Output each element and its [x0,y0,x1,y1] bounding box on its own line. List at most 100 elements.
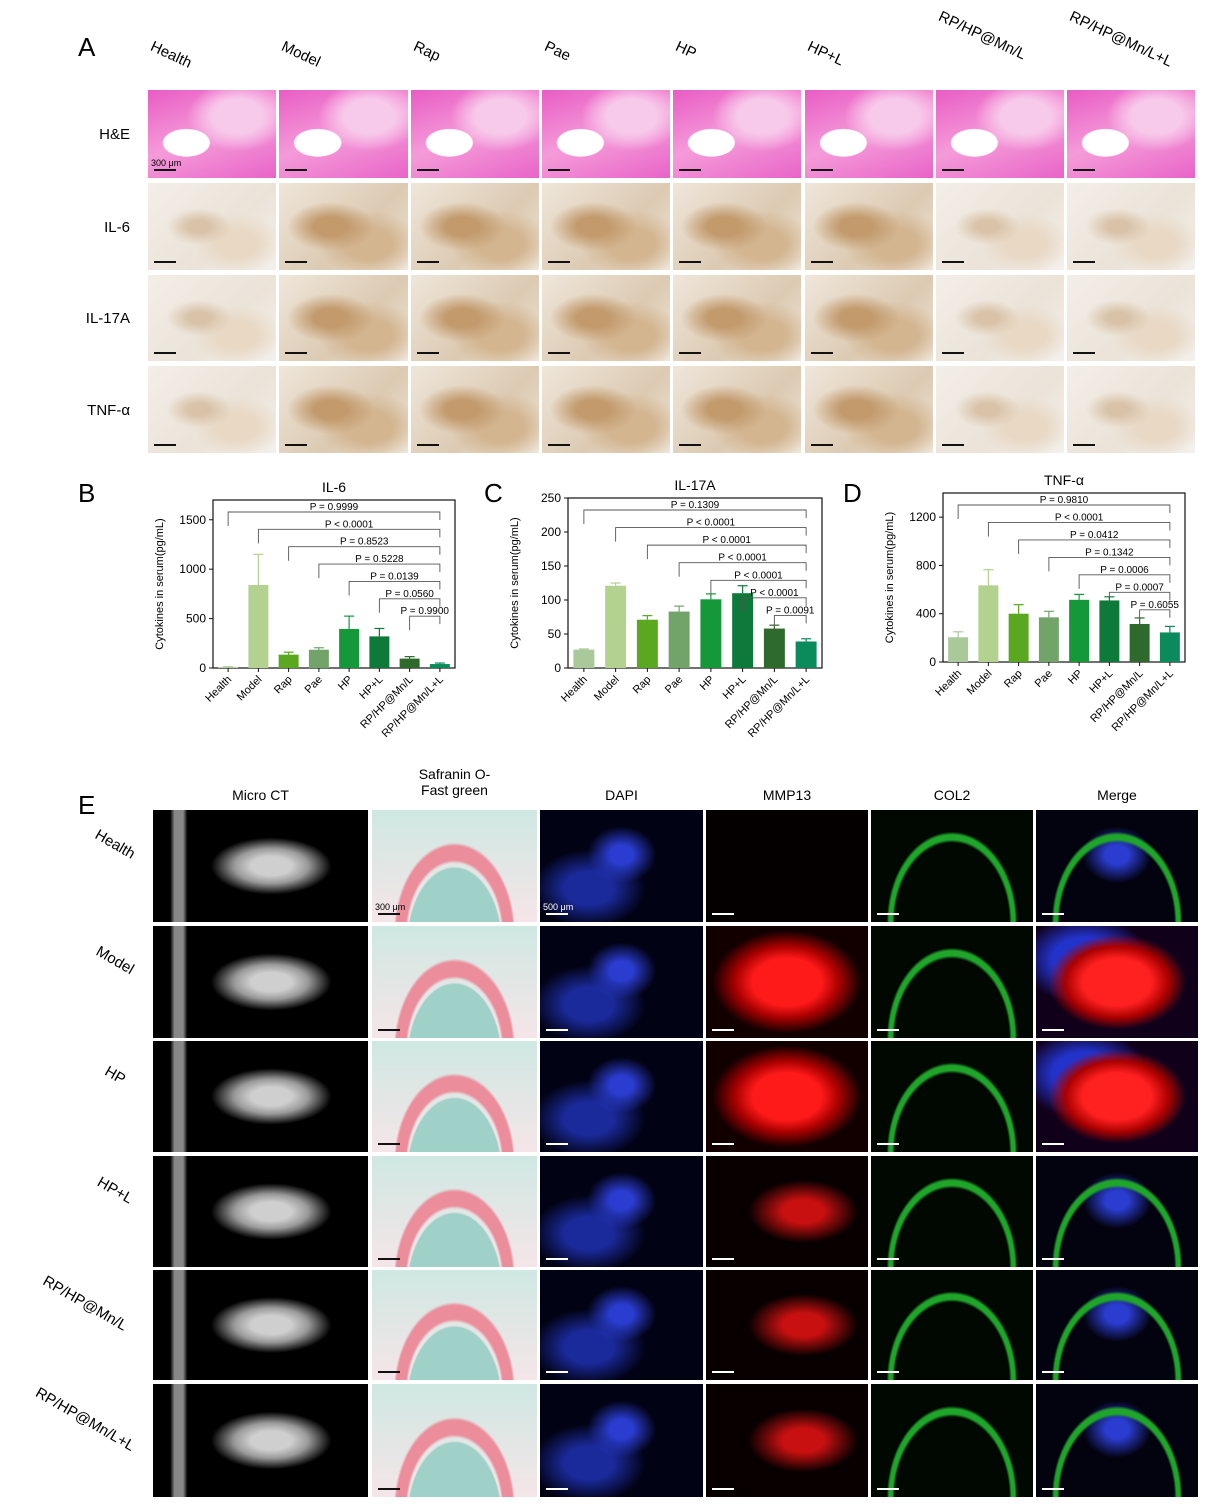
significance-bracket [1139,609,1171,624]
safranin-image [372,1041,537,1152]
significance-bracket [773,614,807,630]
scale-bar [712,1143,734,1145]
mmp13-image [706,810,868,922]
histology-image [279,366,408,453]
bar [605,585,627,668]
histology-image [1067,183,1196,270]
dapi-image [540,1041,703,1152]
merge-image [1036,810,1198,922]
bar [1069,599,1090,662]
p-value-label: P = 0.0091 [766,605,815,616]
micro-ct-image [153,1041,368,1152]
histology-image [1067,366,1196,453]
bar [1008,613,1029,662]
y-tick-label: 200 [541,525,561,539]
mmp13-image [706,926,868,1038]
micro-ct-image [153,1384,368,1497]
safranin-image [372,1156,537,1267]
x-tick-label: Health [933,668,964,699]
safranin-image [372,1384,537,1497]
merge-image [1036,1384,1198,1497]
p-value-label: P < 0.0001 [687,518,736,529]
p-value-label: P = 0.5228 [355,554,404,565]
scale-bar [941,352,964,354]
scale-bar [877,1371,899,1373]
significance-bracket [378,598,441,613]
scale-bar [378,913,400,915]
histology-image [541,366,671,453]
scale-bar [877,1143,899,1145]
scale-bar [547,169,570,171]
y-tick-label: 0 [554,661,561,675]
histology-image [673,366,802,453]
scale-bar [154,169,176,171]
scale-bar [712,913,734,915]
scale-bar [378,1371,400,1373]
significance-bracket [409,615,441,631]
scale-bar [1042,1029,1064,1031]
scale-bar [1073,444,1096,446]
merge-image [1036,1041,1198,1152]
bar [1129,623,1150,662]
bar [1159,632,1180,662]
dapi-image [540,1384,703,1497]
histology-image [410,183,539,270]
bar [668,611,690,668]
p-value-label: P = 0.0007 [1115,582,1164,593]
scale-bar [154,352,176,354]
bar [278,654,299,668]
significance-bracket [1018,539,1171,554]
scale-bar [416,444,439,446]
col2-image [871,1384,1033,1497]
scale-bar [1042,1488,1064,1490]
column-label: Rap [410,38,443,66]
y-tick-label: 0 [199,661,206,675]
histology-image [541,275,671,361]
significance-bracket [710,579,807,595]
scale-bar [1073,352,1096,354]
plot-frame [212,499,456,669]
significance-bracket [987,522,1171,537]
histology-image [804,183,933,270]
bar [308,649,329,668]
x-tick-label: Pae [303,674,325,696]
x-tick-label: RP/HP@Mn/L [1088,668,1145,725]
merge-image [1036,1270,1198,1380]
scale-bar [941,444,964,446]
scale-bar [285,352,308,354]
safranin-image [372,1270,537,1380]
y-tick-label: 1200 [909,510,936,524]
y-axis-label: Cytokines in serum(pg/mL) [154,518,166,649]
il17a-chart: IL-17A Cytokines in serum(pg/mL) 0 50 100 150… [509,477,823,740]
column-label: Health [147,38,195,72]
scale-bar [378,1143,400,1145]
scale-bar [810,352,833,354]
merge-image [1036,1156,1198,1267]
chart-title: TNF-α [1044,472,1084,488]
y-tick-label: 0 [929,655,936,669]
mmp13-image [706,1041,868,1152]
row-label: TNF-α [87,401,130,419]
bar [1099,600,1120,662]
significance-bracket [957,504,1171,519]
significance-bracket [1048,556,1171,572]
col2-image [871,1270,1033,1380]
column-header: COL2 [933,787,971,803]
y-tick-label: 400 [916,607,936,621]
y-tick-label: 100 [541,593,561,607]
scale-bar [1042,913,1064,915]
p-value-label: P = 0.0560 [385,589,434,600]
scale-bar [416,169,439,171]
scale-bar [810,169,833,171]
y-tick-label: 500 [186,612,206,626]
col2-image [871,1156,1033,1267]
scale-bar [378,1258,400,1260]
scale-bar [1073,261,1096,263]
scale-bar-label: 500 μm [543,902,574,912]
micro-ct-image [153,1156,368,1267]
y-tick-label: 800 [916,558,936,572]
scale-bar [1042,1258,1064,1260]
p-value-label: P = 0.8523 [340,537,389,548]
column-label: RP/HP@Mn/L+L [1066,8,1176,71]
